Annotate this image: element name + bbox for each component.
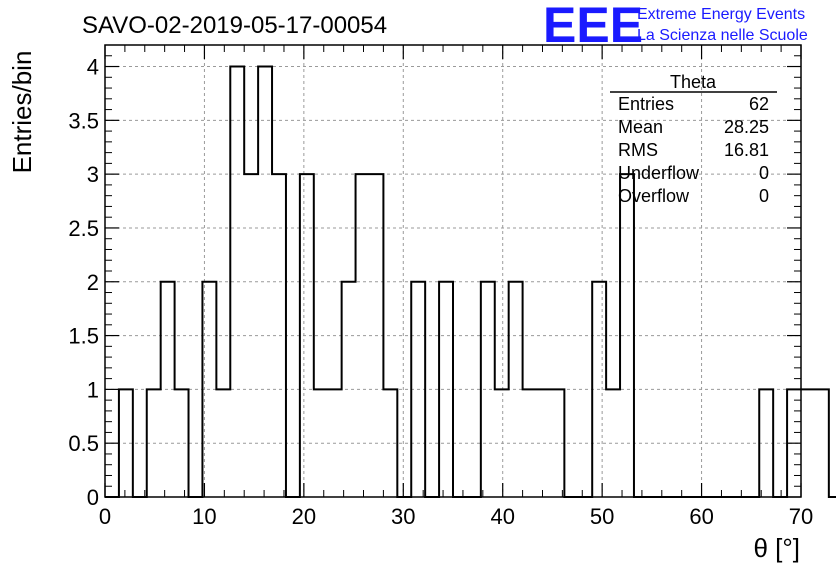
x-tick-label: 20 (292, 504, 316, 529)
stats-row: RMS 16.81 (618, 140, 769, 160)
x-tick-label: 60 (689, 504, 713, 529)
x-tick-label: 70 (789, 504, 813, 529)
x-tick-label: 50 (590, 504, 614, 529)
stats-row: Mean 28.25 (618, 117, 769, 137)
y-tick-label: 0.5 (68, 431, 99, 456)
stats-row: Overflow 0 (618, 186, 769, 206)
x-axis-title: θ [°] (753, 533, 800, 563)
logo-mark: EEE (543, 0, 643, 53)
y-tick-label: 4 (87, 55, 99, 80)
x-tick-label: 0 (99, 504, 111, 529)
logo-line-1: Extreme Energy Events (637, 6, 805, 23)
stats-label-rms: RMS (618, 140, 658, 160)
plot-title: SAVO-02-2019-05-17-00054 (82, 12, 387, 39)
stats-value-overflow: 0 (759, 186, 769, 206)
stats-value-underflow: 0 (759, 163, 769, 183)
x-tick-label: 10 (192, 504, 216, 529)
y-tick-label: 3.5 (68, 108, 99, 133)
y-tick-label: 1.5 (68, 324, 99, 349)
stats-row: Entries 62 (618, 94, 769, 114)
stats-label-mean: Mean (618, 117, 663, 137)
y-tick-label: 3 (87, 162, 99, 187)
stats-label-overflow: Overflow (618, 186, 690, 206)
axis-ticks (104, 45, 802, 498)
x-tick-labels: 0 10 20 30 40 50 60 70 (99, 504, 813, 529)
y-tick-labels: 0 0.5 1 1.5 2 2.5 3 3.5 4 (68, 55, 99, 510)
y-axis-title: Entries/bin (7, 51, 37, 174)
eee-logo: EEE Extreme Energy Events La Scienza nel… (543, 0, 808, 53)
y-tick-label: 1 (87, 377, 99, 402)
stats-name: Theta (670, 72, 717, 92)
y-tick-label: 2.5 (68, 216, 99, 241)
stats-box: Theta Entries 62 Mean 28.25 RMS 16.81 Un… (610, 72, 777, 206)
logo-line-2: La Scienza nelle Scuole (637, 27, 808, 44)
stats-value-rms: 16.81 (724, 140, 769, 160)
stats-row: Underflow 0 (618, 163, 769, 183)
stats-label-entries: Entries (618, 94, 674, 114)
stats-label-underflow: Underflow (618, 163, 700, 183)
y-tick-label: 2 (87, 270, 99, 295)
stats-value-entries: 62 (749, 94, 769, 114)
x-tick-label: 30 (391, 504, 415, 529)
stats-value-mean: 28.25 (724, 117, 769, 137)
x-tick-label: 40 (490, 504, 514, 529)
y-tick-label: 0 (87, 485, 99, 510)
